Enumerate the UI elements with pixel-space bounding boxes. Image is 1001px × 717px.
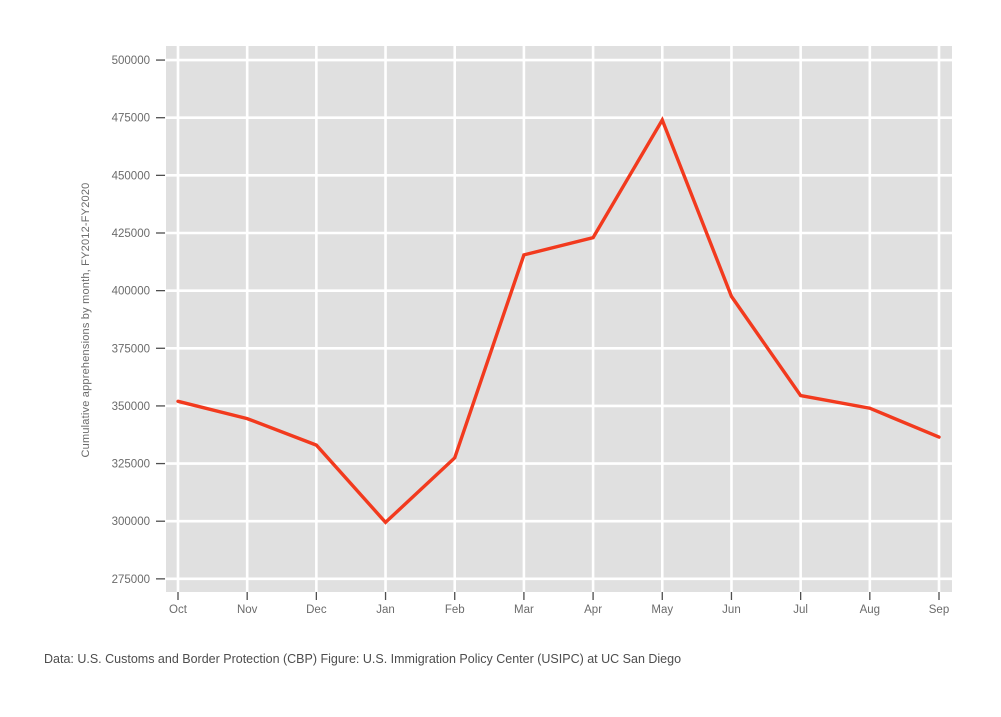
y-tick-label: 350000 — [112, 401, 150, 413]
x-tick-label: Jun — [722, 604, 741, 616]
y-tick-label: 500000 — [112, 55, 150, 67]
x-tick-label: Oct — [169, 604, 188, 616]
x-tick-label: Apr — [584, 604, 602, 616]
x-tick-label: Sep — [929, 604, 949, 616]
x-tick-label: Jul — [793, 604, 808, 616]
x-tick-label: Jan — [376, 604, 395, 616]
x-tick-label: Aug — [860, 604, 880, 616]
y-tick-label: 400000 — [112, 286, 150, 298]
line-chart-svg: 275000 300000 325000 350000 375000 400000 4250… — [112, 46, 952, 616]
x-tick-label: Nov — [237, 604, 258, 616]
x-tick-label: May — [651, 604, 673, 616]
y-tick-label: 300000 — [112, 516, 150, 528]
y-tick-label: 475000 — [112, 113, 150, 125]
y-axis-title: Cumulative apprehensions by month, FY201… — [80, 182, 92, 458]
y-tick-label: 275000 — [112, 574, 150, 586]
plot-panel — [166, 46, 952, 592]
y-tick-label: 375000 — [112, 343, 150, 355]
y-tick-label: 325000 — [112, 459, 150, 471]
figure-caption: Data: U.S. Customs and Border Protection… — [44, 652, 682, 666]
y-tick-label: 450000 — [112, 170, 150, 182]
y-tick-label: 425000 — [112, 228, 150, 240]
x-tick-label: Feb — [445, 604, 465, 616]
x-tick-label: Mar — [514, 604, 534, 616]
x-tick-label: Dec — [306, 604, 327, 616]
apprehensions-line-series — [176, 116, 941, 525]
